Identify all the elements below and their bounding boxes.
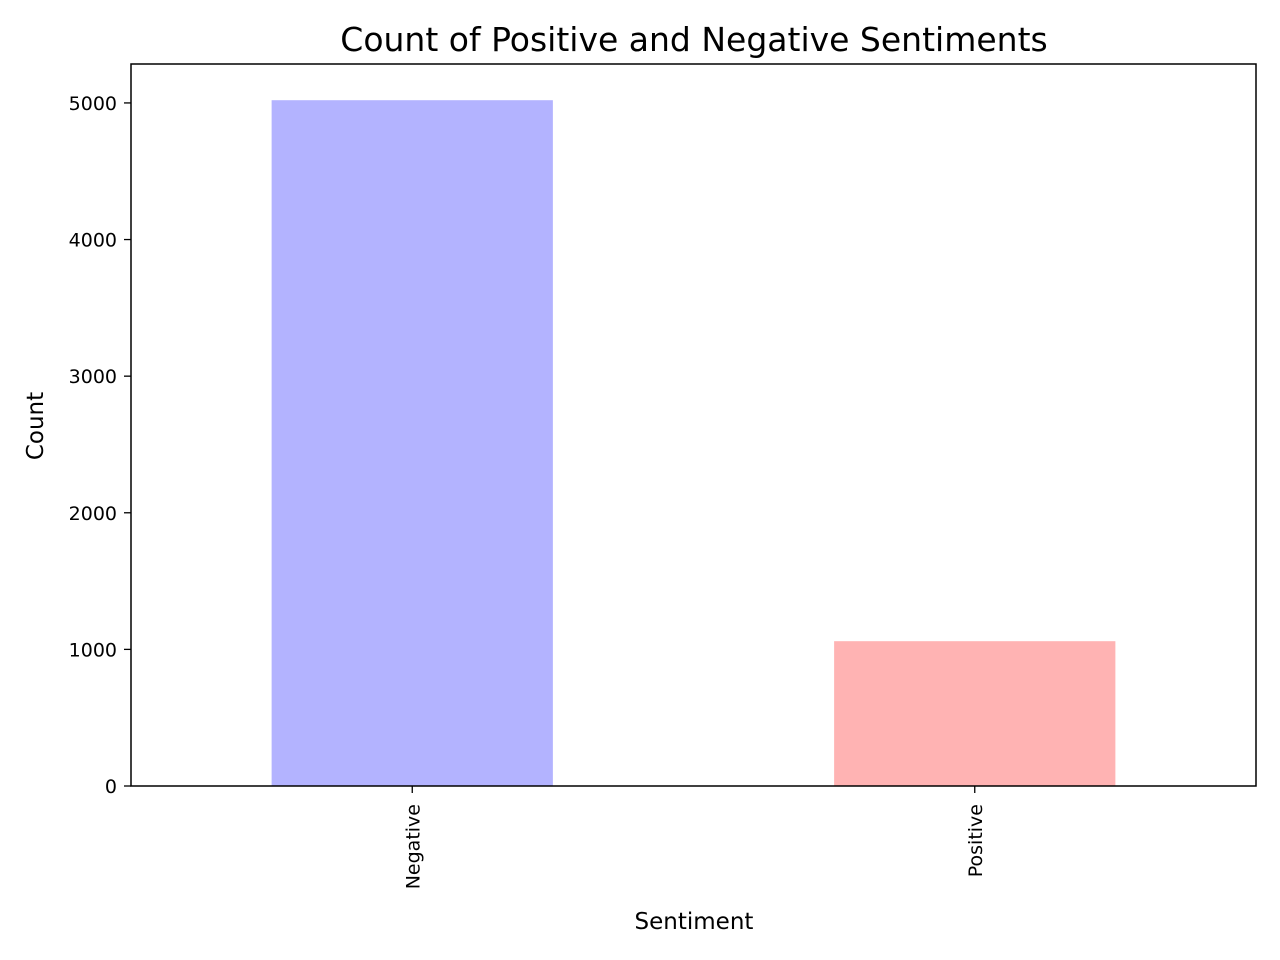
- y-tick-label: 5000: [69, 93, 117, 115]
- y-tick-label: 1000: [69, 639, 117, 661]
- y-axis-ticks: 0 1000 2000 3000 4000 5000: [69, 93, 131, 798]
- y-tick-label: 0: [105, 776, 117, 798]
- x-axis-ticks: Negative Positive: [402, 786, 987, 889]
- y-tick-label: 3000: [69, 366, 117, 388]
- bar-positive: [834, 641, 1116, 786]
- chart-title: Count of Positive and Negative Sentiment…: [340, 20, 1047, 59]
- bar-negative: [271, 100, 553, 787]
- x-axis-label: Sentiment: [635, 909, 754, 935]
- x-tick-label: Negative: [402, 804, 424, 889]
- y-axis-label: Count: [23, 392, 49, 460]
- bars-group: [271, 100, 1116, 787]
- plot-frame: [130, 63, 1257, 787]
- y-tick-label: 4000: [69, 230, 117, 252]
- x-tick-label: Positive: [965, 804, 987, 877]
- y-tick-label: 2000: [69, 503, 117, 525]
